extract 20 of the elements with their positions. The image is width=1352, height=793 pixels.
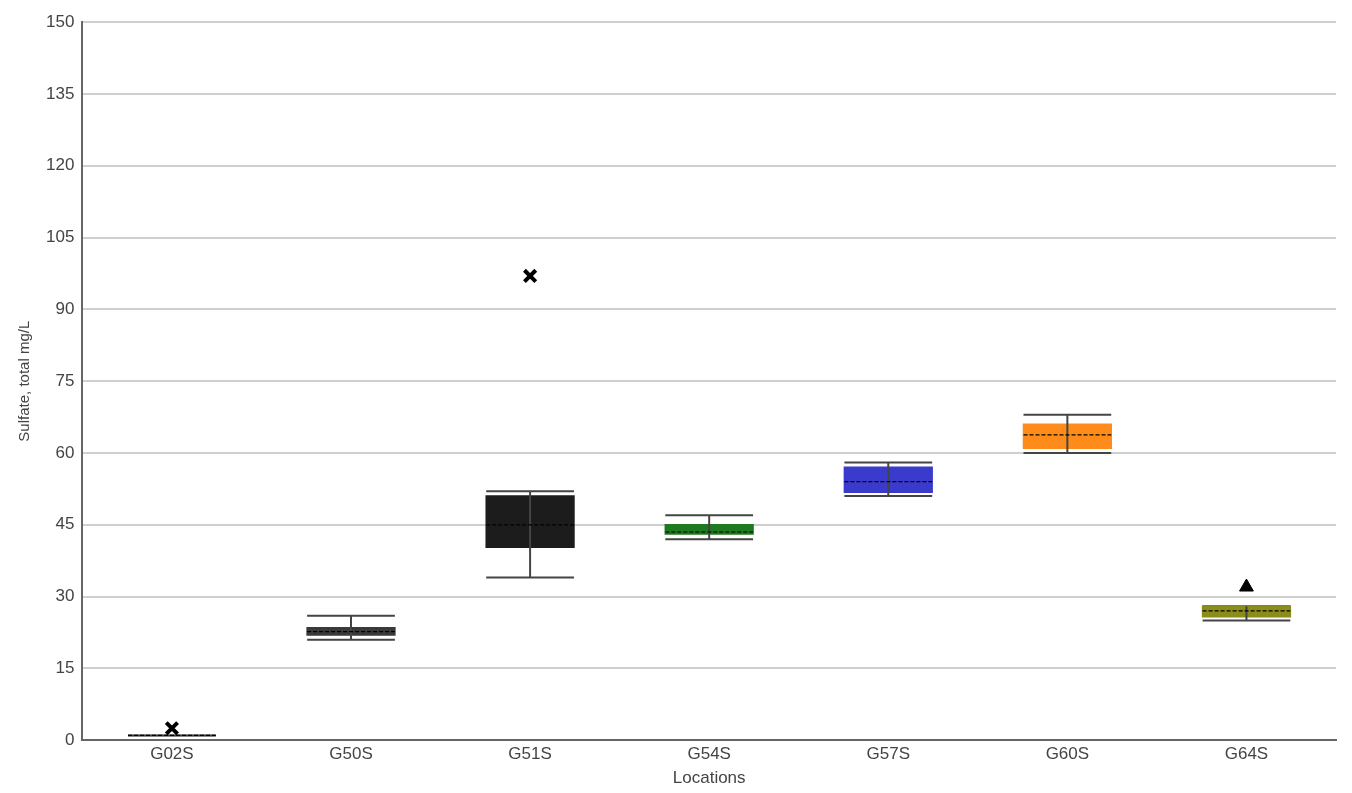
y-axis-title: Sulfate, total mg/L <box>15 320 33 442</box>
y-tick-label: 75 <box>55 370 75 390</box>
x-tick-label: G51S <box>508 744 552 764</box>
x-tick-label: G60S <box>1045 744 1090 764</box>
x-tick-label: G02S <box>150 744 194 764</box>
y-tick-label: 30 <box>55 586 75 606</box>
x-tick-label: G54S <box>687 744 731 764</box>
x-tick-label: G50S <box>329 744 373 764</box>
y-tick-label: 105 <box>45 227 75 247</box>
y-tick-label: 60 <box>55 442 75 462</box>
y-tick-label: 135 <box>45 83 75 103</box>
x-axis-title: Locations <box>672 768 746 788</box>
x-tick-label: G57S <box>866 744 911 764</box>
y-tick-label: 90 <box>55 299 75 319</box>
y-tick-label: 0 <box>64 729 75 749</box>
y-tick-label: 45 <box>55 514 75 534</box>
y-tick-label: 150 <box>45 11 75 31</box>
y-tick-label: 15 <box>55 658 75 678</box>
y-tick-label: 120 <box>45 155 75 175</box>
x-tick-label: G64S <box>1224 744 1269 764</box>
